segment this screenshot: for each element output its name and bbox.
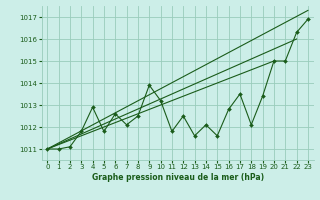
X-axis label: Graphe pression niveau de la mer (hPa): Graphe pression niveau de la mer (hPa) xyxy=(92,173,264,182)
